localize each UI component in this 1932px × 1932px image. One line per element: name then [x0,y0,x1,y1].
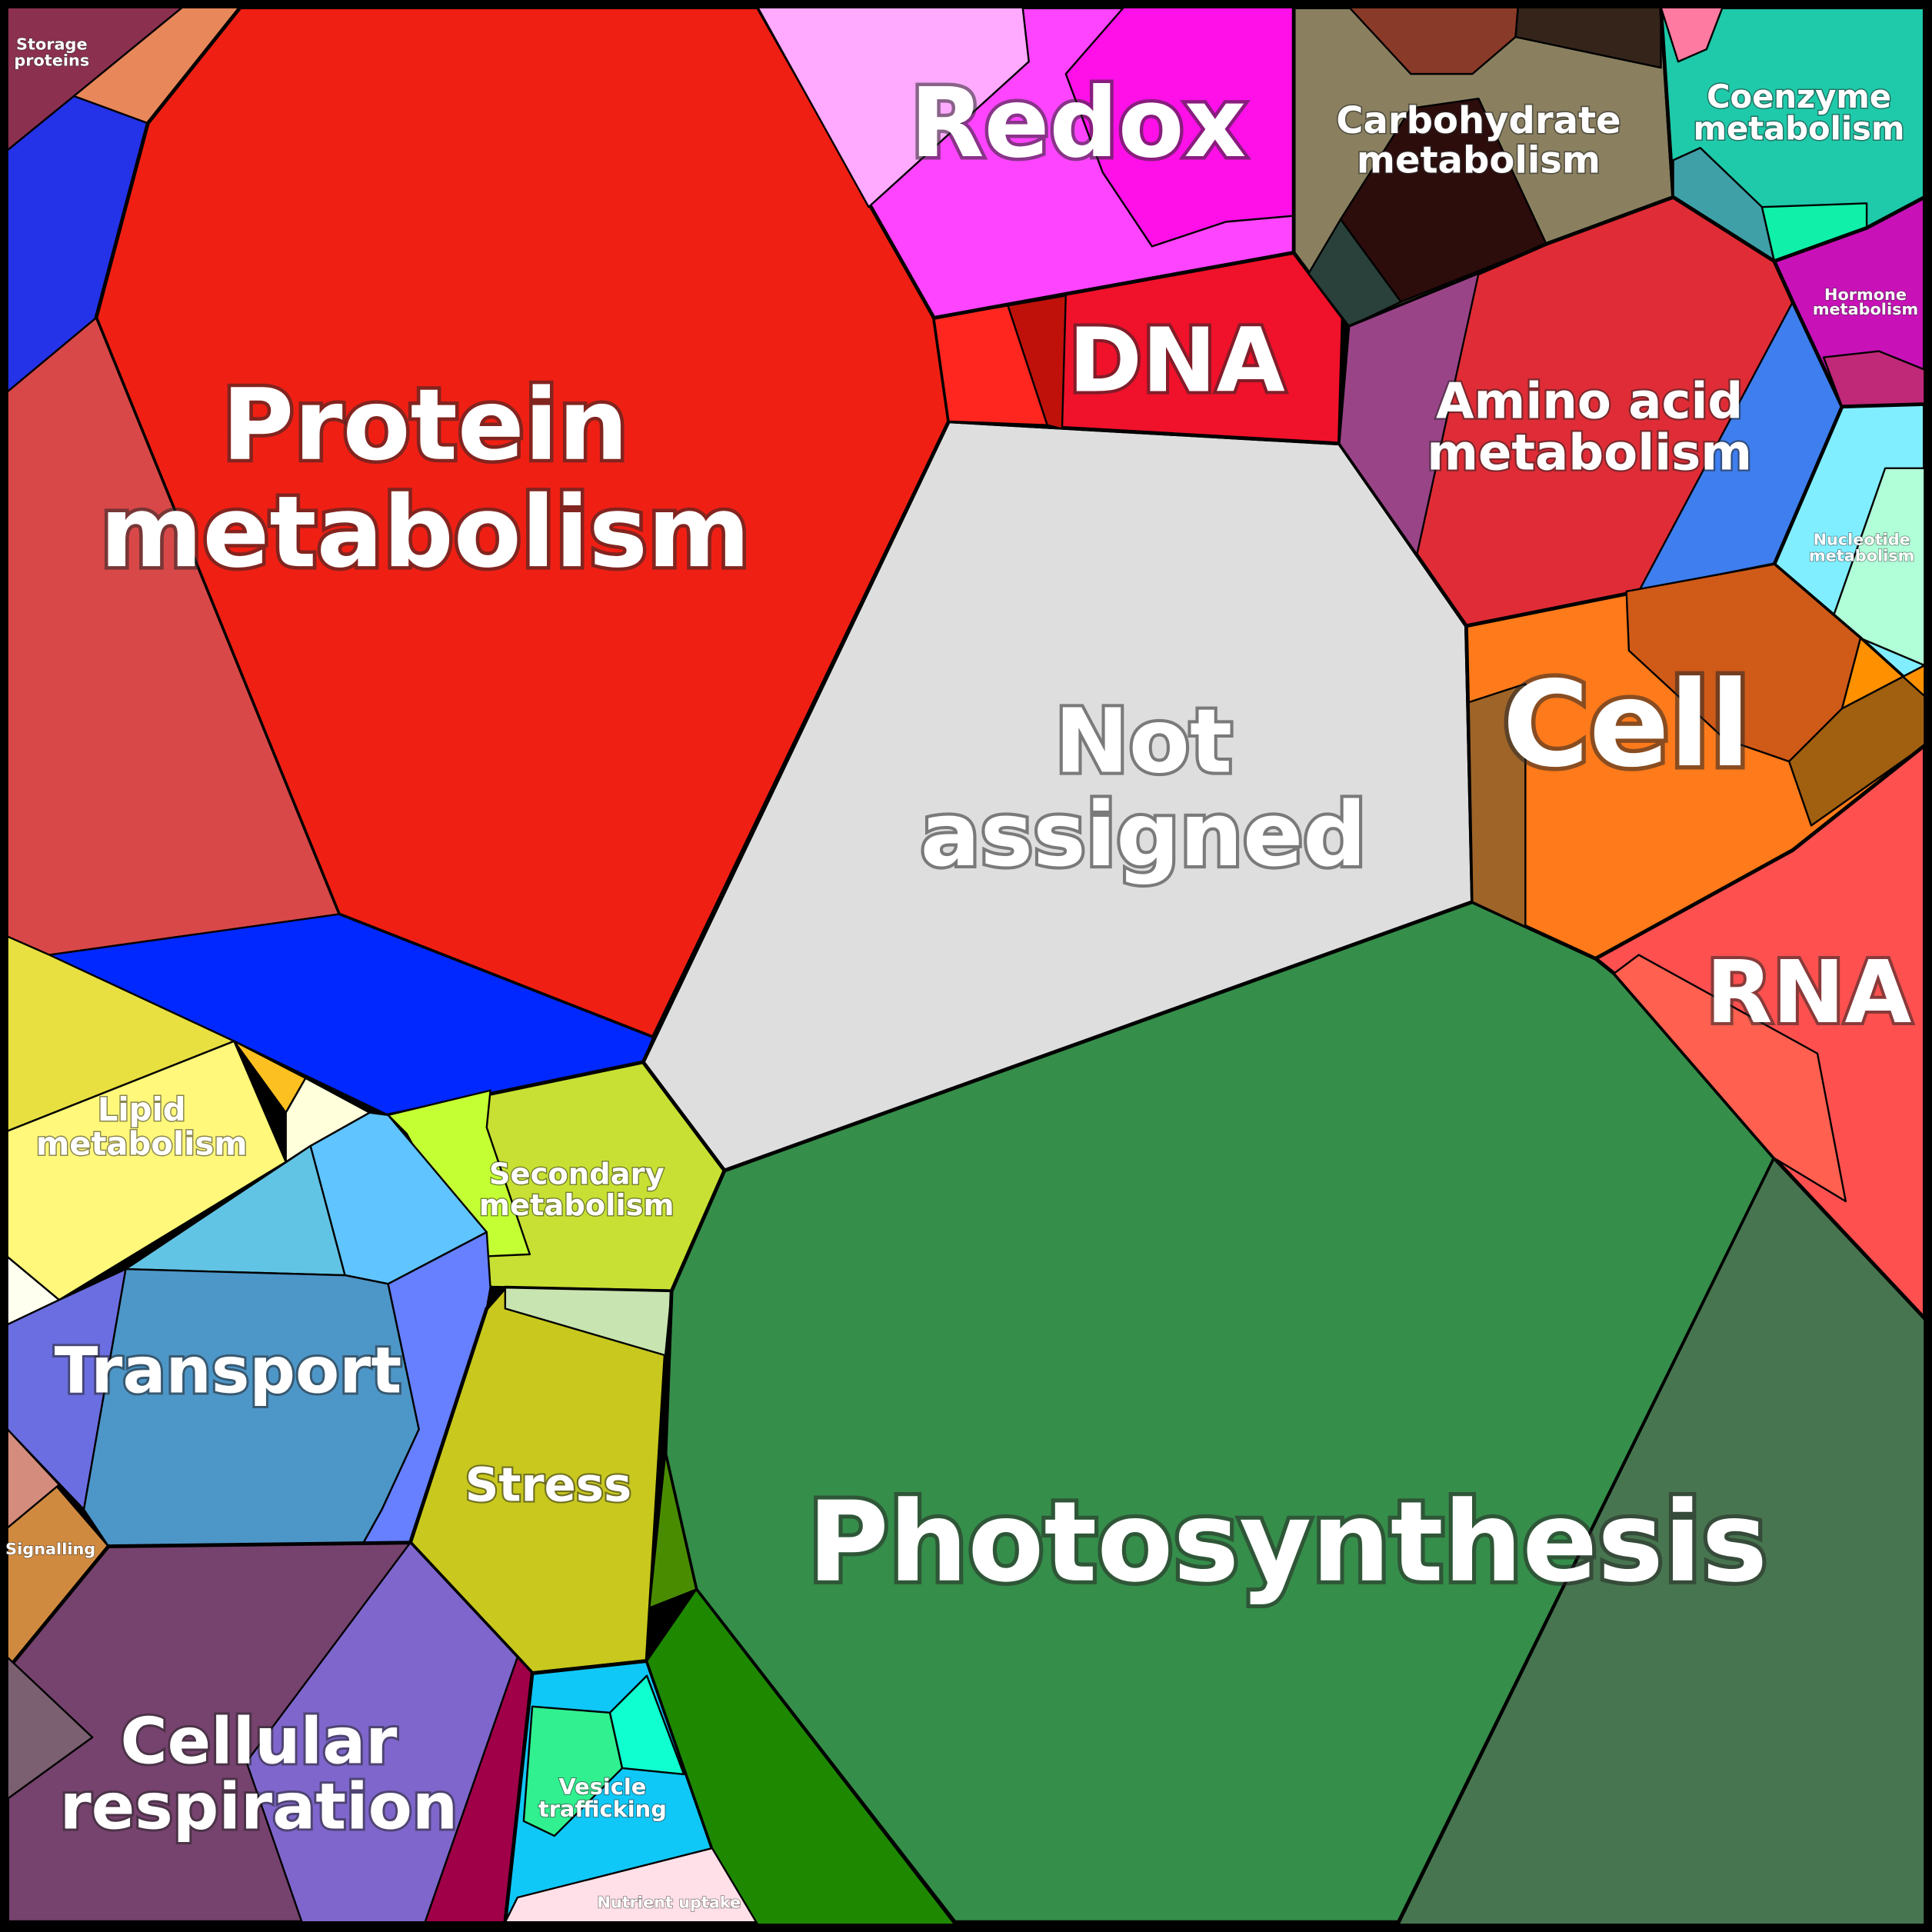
label-line: Lipid [98,1090,186,1128]
label-line: Photosynthesis [808,1478,1767,1607]
label-line: Amino acid [1436,373,1743,430]
cell-label: Signalling [5,1540,95,1558]
label-line: metabolism [479,1188,675,1222]
cell-label: Storage proteins [14,35,89,70]
cell-label: Protein metabolism [100,368,751,589]
cells [5,5,1927,1926]
label-line: Signalling [5,1540,95,1558]
cell-label: Amino acid metabolism [1427,373,1752,481]
label-line: Redox [910,68,1246,179]
label-line: Carbohydrate [1336,99,1621,142]
cell [387,1089,531,1258]
label-line: Vesicle [558,1774,646,1800]
label-line: respiration [60,1769,458,1844]
cell-label: Cell [1502,656,1750,794]
label-line: metabolism [1357,138,1601,182]
label-line: Stress [465,1457,632,1512]
cell-label: Carbohydrate metabolism [1336,99,1621,182]
label-line: Storage [16,35,88,54]
label-line: metabolism [1694,109,1905,147]
cell-label: Transport [55,1333,402,1407]
cell-label: Lipid metabolism [36,1090,248,1162]
label-line: Protein [222,368,628,482]
cell [1613,954,1847,1203]
cell [82,1267,420,1547]
label-line: metabolism [36,1124,248,1162]
cell-label: Redox [910,68,1246,179]
cell-label: Secondary metabolism [479,1157,675,1222]
cell-label: Nutrient uptake [597,1894,741,1912]
label-line: Not [1054,690,1232,793]
label-line: metabolism [1813,300,1918,318]
label-line: metabolism [1427,425,1752,482]
cell-label: Coenzyme metabolism [1694,77,1905,147]
cell-label: Not assigned [921,690,1367,887]
label-line: assigned [921,784,1367,887]
label-line: Coenzyme [1707,77,1891,115]
cell-label: Nucleotide metabolism [1809,531,1914,565]
label-line: Secondary [489,1157,665,1191]
label-line: Nucleotide [1814,531,1910,549]
cell-label: RNA [1706,943,1911,1043]
cell [1467,682,1527,928]
cell-label: Photosynthesis [808,1478,1767,1607]
cell [504,1286,673,1357]
label-line: trafficking [538,1796,667,1822]
cell [522,1705,624,1837]
label-line: proteins [14,52,89,70]
label-line: Cell [1502,656,1750,794]
cell-label: Stress [465,1457,632,1512]
cell-label: Vesicle trafficking [538,1774,667,1822]
label-line: DNA [1068,309,1285,412]
label-line: Transport [55,1333,402,1407]
cell [608,1674,685,1776]
label-line: metabolism [100,475,751,590]
label-line: Hormone [1824,285,1907,304]
label-line: metabolism [1809,547,1914,565]
label-line: Nutrient uptake [597,1894,741,1912]
cell-label: Cellular respiration [60,1704,458,1844]
cell-label: Hormone metabolism [1813,285,1918,318]
label-line: RNA [1706,943,1911,1043]
cell [1338,272,1480,556]
cell-label: DNA [1068,309,1285,412]
cell [648,1453,698,1609]
label-line: Cellular [120,1704,397,1778]
